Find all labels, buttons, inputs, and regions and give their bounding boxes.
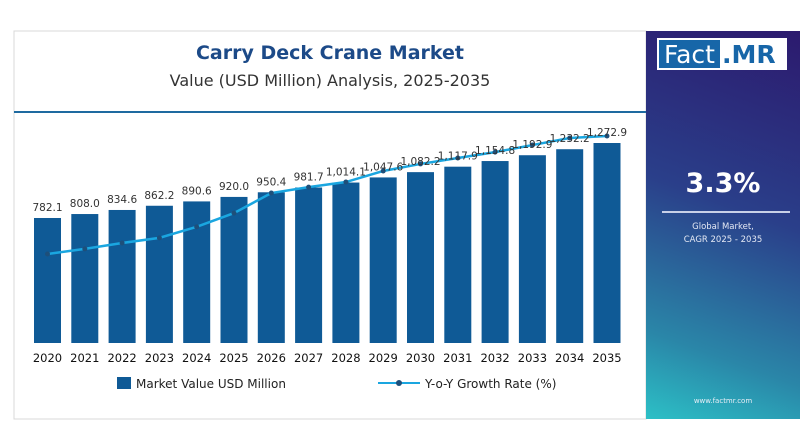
- bar-value-label-2025: 920.0: [219, 181, 249, 193]
- bar-value-label-2020: 782.1: [32, 202, 62, 214]
- x-tick-label-2024: 2024: [182, 351, 211, 365]
- x-tick-label-2021: 2021: [70, 351, 99, 365]
- bar-2032: [481, 161, 509, 343]
- x-tick-label-2022: 2022: [107, 351, 136, 365]
- x-tick-label-2025: 2025: [219, 351, 248, 365]
- growth-point-2031: [455, 155, 461, 161]
- x-tick-label-2035: 2035: [592, 351, 621, 365]
- growth-point-2035: [604, 133, 610, 139]
- chart-subtitle: Value (USD Million) Analysis, 2025-2035: [170, 71, 491, 90]
- logo-text-left: Fact: [659, 40, 720, 69]
- bar-value-label-2029: 1,047.6: [363, 161, 403, 173]
- growth-point-2022: [119, 240, 125, 246]
- growth-point-2032: [492, 149, 498, 155]
- x-tick-label-2027: 2027: [294, 351, 323, 365]
- bar-2029: [369, 177, 397, 343]
- growth-point-2033: [529, 142, 535, 148]
- growth-point-2024: [194, 224, 200, 230]
- growth-point-2025: [231, 210, 237, 216]
- bar-2033: [518, 155, 546, 343]
- growth-point-2020: [45, 251, 50, 257]
- desc-line-1: Global Market,: [692, 222, 754, 232]
- bar-value-label-2035: 1,272.9: [587, 127, 627, 139]
- website-url: www.factmr.com: [693, 397, 753, 405]
- chart-title: Carry Deck Crane Market: [196, 42, 464, 64]
- factmr-logo: Fact .MR: [657, 38, 787, 70]
- panel-divider: [662, 211, 790, 213]
- bar-value-label-2032: 1,154.8: [475, 145, 515, 157]
- x-tick-label-2028: 2028: [331, 351, 360, 365]
- desc-line-2: CAGR 2025 - 2035: [683, 235, 763, 245]
- bar-value-label-2023: 862.2: [144, 190, 174, 202]
- bar-value-label-2033: 1,192.9: [512, 139, 552, 151]
- x-tick-label-2032: 2032: [480, 351, 509, 365]
- x-tick-label-2030: 2030: [406, 351, 435, 365]
- growth-point-2027: [306, 184, 312, 190]
- bar-2020: [34, 217, 61, 343]
- x-tick-label-2034: 2034: [555, 351, 584, 365]
- bar-value-label-2034: 1,232.2: [550, 133, 590, 145]
- cagr-description: Global Market, CAGR 2025 - 2035: [646, 221, 800, 247]
- legend-bar-label: Market Value USD Million: [136, 377, 286, 391]
- bar-2021: [71, 214, 99, 343]
- growth-point-2026: [268, 190, 274, 196]
- bar-value-label-2027: 981.7: [294, 171, 324, 183]
- bar-2022: [108, 209, 136, 343]
- bar-value-label-2021: 808.0: [70, 198, 100, 210]
- growth-point-2034: [567, 135, 573, 141]
- growth-point-2023: [156, 235, 162, 241]
- bar-2027: [295, 187, 323, 343]
- logo-text-right: .MR: [721, 39, 776, 69]
- cagr-value: 3.3%: [685, 168, 761, 199]
- bar-value-label-2030: 1,082.2: [400, 156, 440, 168]
- growth-rate-line: [47, 134, 608, 256]
- side-panel: Fact .MR 3.3% Global Market, CAGR 2025 - 2…: [646, 31, 800, 419]
- bar-value-label-2024: 890.6: [182, 185, 212, 197]
- bar-value-label-2028: 1,014.1: [326, 167, 366, 179]
- bar-2025: [220, 196, 248, 343]
- x-tick-label-2026: 2026: [257, 351, 286, 365]
- legend-bar-swatch: [117, 377, 131, 389]
- x-tick-label-2020: 2020: [33, 351, 62, 365]
- bar-2031: [444, 166, 472, 343]
- bar-2030: [407, 172, 434, 343]
- x-tick-label-2031: 2031: [443, 351, 472, 365]
- x-tick-label-2023: 2023: [145, 351, 174, 365]
- bar-2026: [257, 192, 285, 343]
- x-tick-label-2029: 2029: [369, 351, 398, 365]
- bar-2028: [332, 182, 360, 343]
- bar-2023: [145, 205, 173, 343]
- growth-point-2029: [380, 168, 386, 174]
- bar-2034: [556, 149, 584, 343]
- bar-value-label-2022: 834.6: [107, 194, 137, 206]
- growth-point-2028: [343, 179, 349, 185]
- legend-line-marker: [396, 380, 402, 386]
- growth-point-2021: [82, 246, 88, 252]
- bar-value-label-2031: 1,117.9: [438, 151, 478, 163]
- bar-2035: [593, 143, 621, 343]
- growth-point-2030: [418, 161, 423, 167]
- x-tick-label-2033: 2033: [518, 351, 547, 365]
- legend-line-label: Y-o-Y Growth Rate (%): [424, 377, 556, 391]
- bar-value-label-2026: 950.4: [256, 176, 286, 188]
